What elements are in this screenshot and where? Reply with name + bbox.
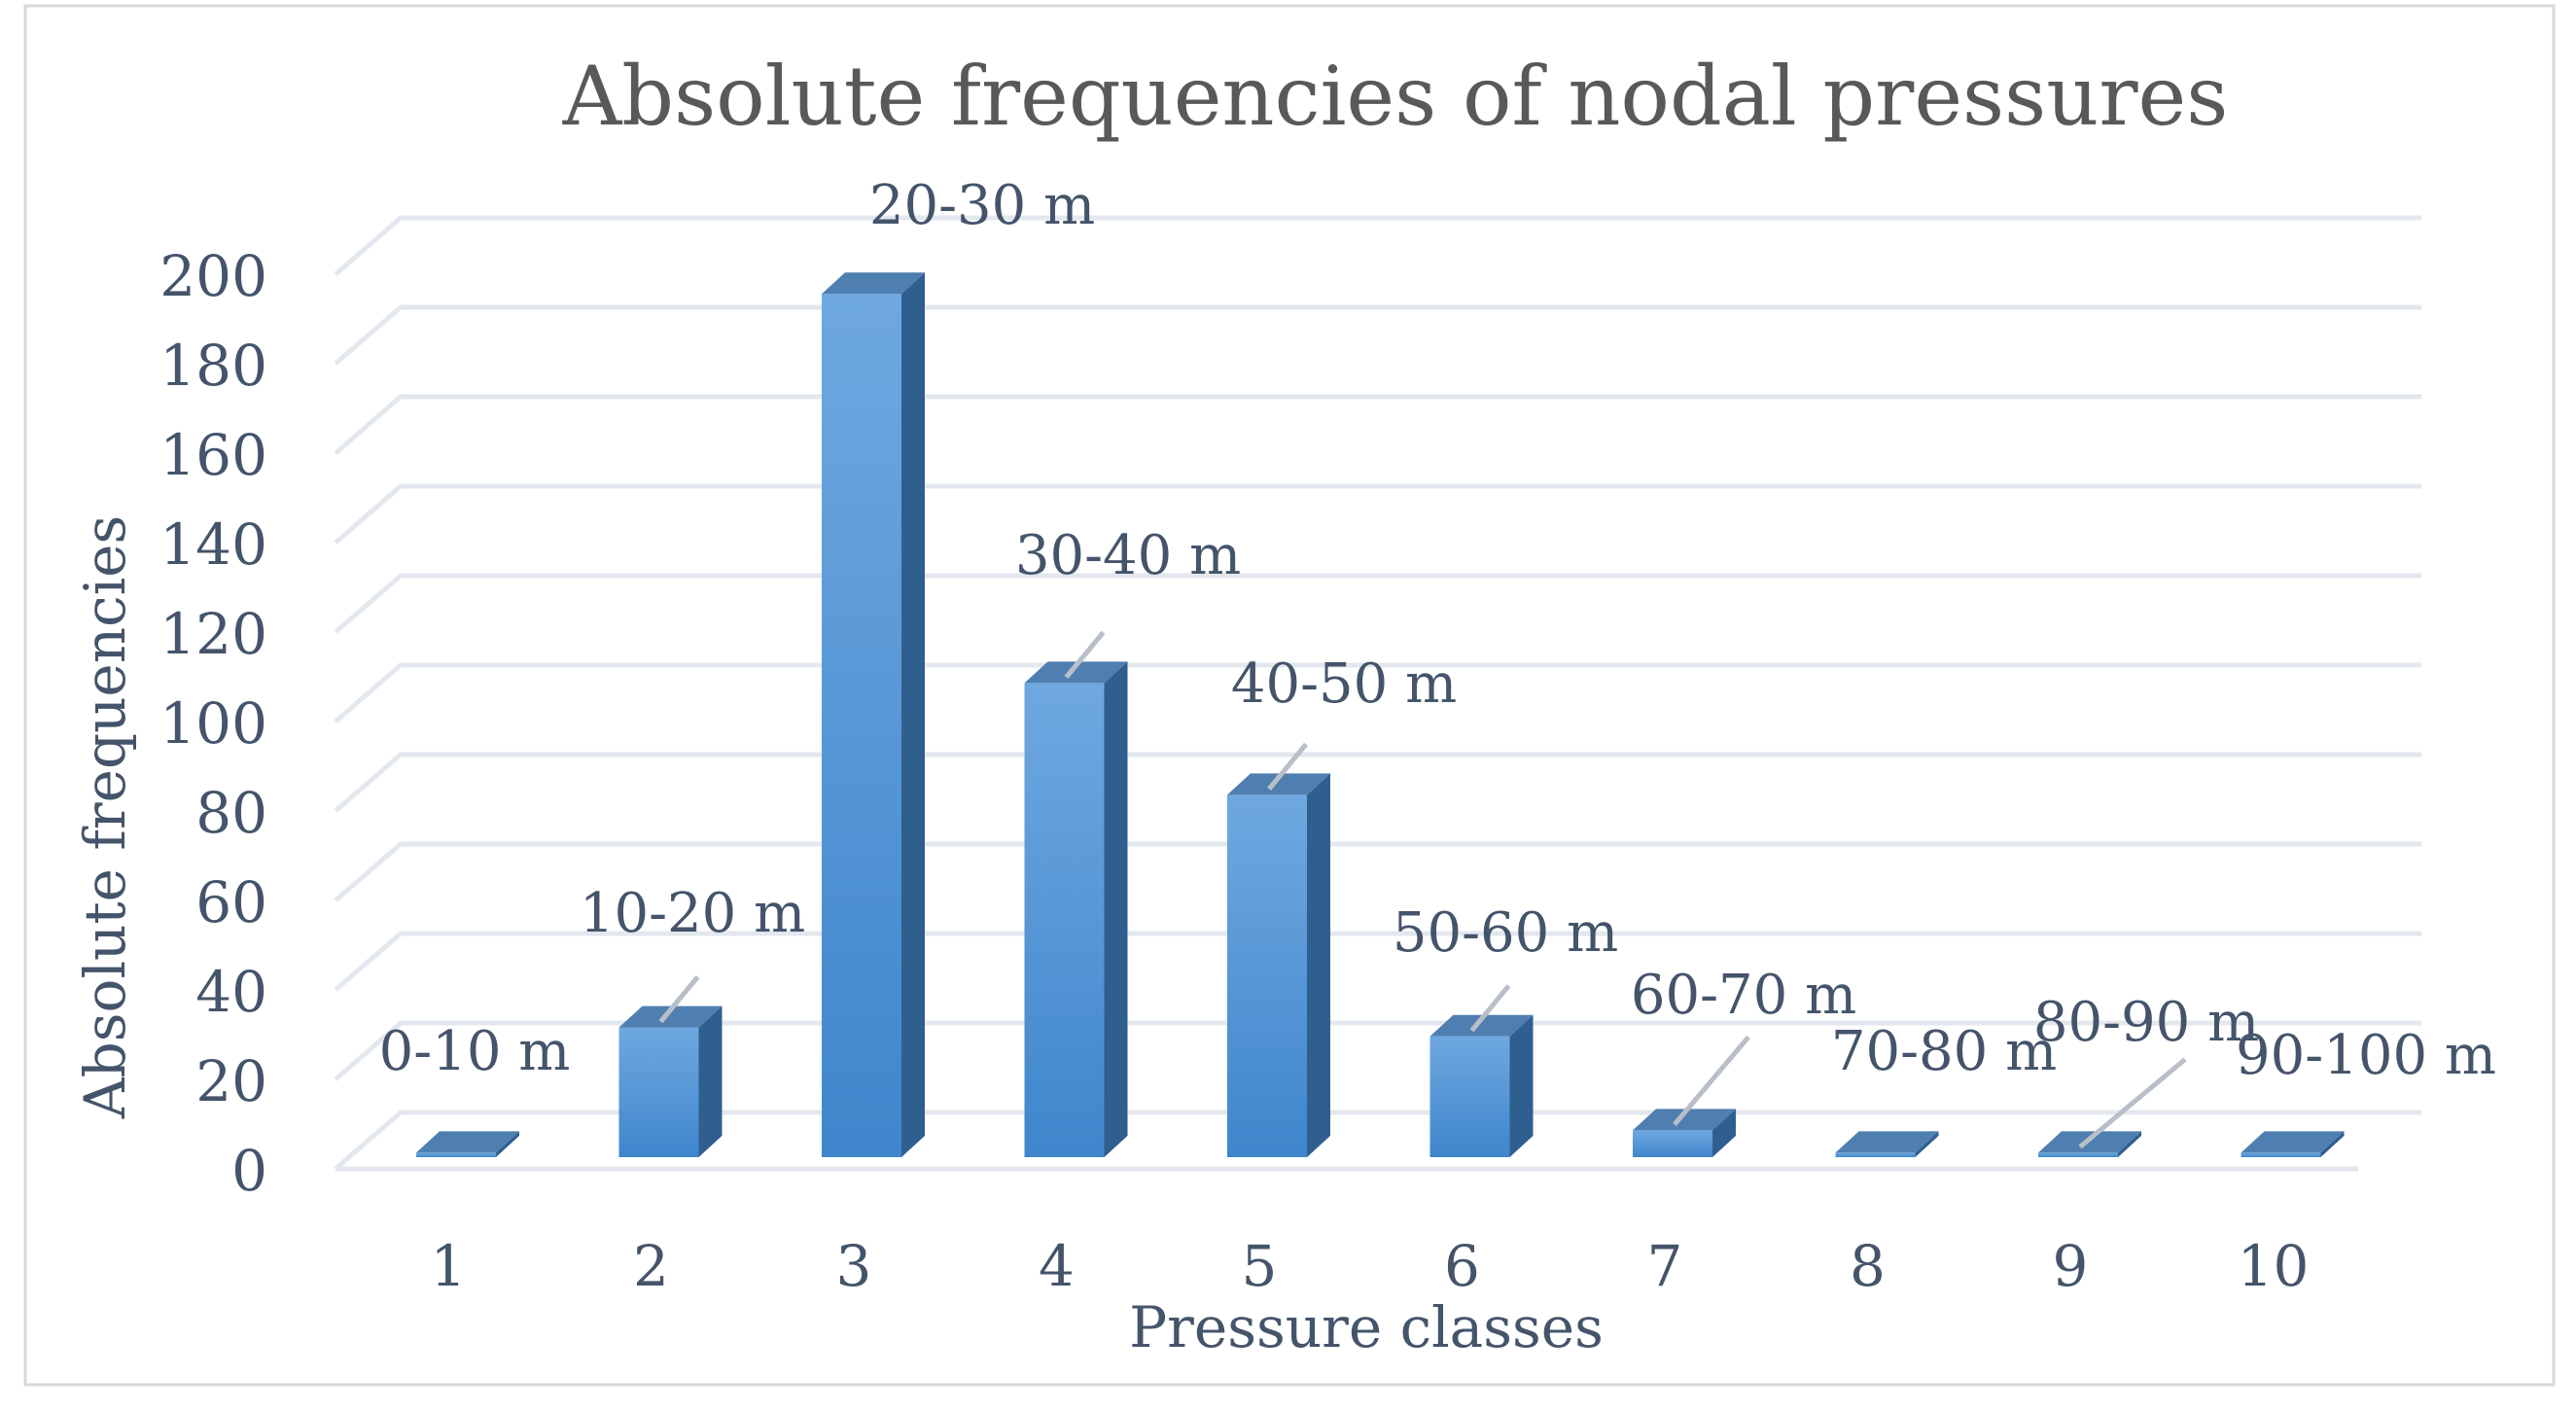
data-label: 50-60 m — [1393, 901, 1618, 965]
bar-side — [1712, 1109, 1736, 1157]
data-label: 0-10 m — [379, 1020, 571, 1083]
bar-side — [496, 1131, 519, 1157]
bar-side — [901, 272, 925, 1157]
data-label: 60-70 m — [1631, 964, 1856, 1027]
bar-front — [1835, 1152, 1916, 1157]
data-label: 90-100 m — [2236, 1024, 2496, 1087]
gridline — [334, 304, 2421, 366]
bar — [2038, 1131, 2141, 1157]
bar-top — [2038, 1131, 2141, 1153]
y-tick-label: 60 — [195, 869, 267, 935]
x-axis-label: Pressure classes — [1129, 1294, 1604, 1360]
bar-side — [1307, 773, 1330, 1157]
x-tick-label: 3 — [836, 1233, 872, 1299]
gridline — [334, 931, 2421, 992]
y-tick-label: 160 — [159, 422, 267, 488]
bar-side — [1104, 661, 1128, 1157]
bars — [416, 272, 2345, 1157]
x-tick-label: 5 — [1242, 1233, 1278, 1299]
y-tick-label: 100 — [159, 690, 267, 757]
y-tick-label: 140 — [159, 511, 267, 578]
bar-front — [1227, 794, 1307, 1157]
bar-top — [1227, 773, 1330, 795]
gridline — [334, 752, 2421, 813]
bar-front — [416, 1152, 496, 1157]
bar-front — [2241, 1152, 2321, 1157]
bar-front — [1429, 1036, 1510, 1157]
gridline — [334, 215, 2421, 276]
chart-title: Absolute frequencies of nodal pressures — [562, 49, 2229, 144]
bar-top — [416, 1131, 519, 1153]
bar-top — [1024, 661, 1128, 684]
data-label: 30-40 m — [1015, 524, 1241, 587]
bar-side — [1915, 1131, 1939, 1157]
data-label: 40-50 m — [1231, 652, 1457, 716]
bar — [1227, 773, 1330, 1157]
bar-front — [2038, 1152, 2118, 1157]
y-tick-label: 180 — [159, 333, 267, 399]
gridline — [334, 841, 2421, 902]
bar-side — [1509, 1014, 1534, 1157]
bar-top — [618, 1005, 723, 1028]
gridline — [334, 1020, 2421, 1081]
leader-line — [1064, 630, 1106, 679]
leader-line — [1673, 1035, 1750, 1127]
data-labels: 0-10 m 10-20 m 20-30 m 30-40 m 40-50 m 50-60 … — [379, 174, 2496, 1149]
bar — [416, 1131, 519, 1157]
bar — [1633, 1109, 1736, 1157]
gridline — [334, 394, 2421, 455]
data-label: 70-80 m — [1831, 1020, 2057, 1083]
bar-side — [698, 1005, 723, 1157]
y-tick-label: 40 — [195, 959, 267, 1025]
bar-top — [1633, 1109, 1736, 1131]
x-tick-label: 8 — [1850, 1233, 1886, 1299]
bar-front — [1633, 1130, 1712, 1157]
bar-top — [2241, 1131, 2345, 1153]
bar-front — [1024, 683, 1105, 1157]
leader-line — [2078, 1057, 2187, 1149]
bar — [822, 272, 925, 1157]
x-axis-ticks: 1 2 3 4 5 6 7 8 9 10 — [431, 1233, 2310, 1299]
y-tick-label: 0 — [231, 1138, 267, 1204]
gridline — [334, 1110, 2421, 1171]
data-label: 20-30 m — [869, 174, 1095, 237]
x-tick-label: 1 — [431, 1233, 467, 1299]
bar — [618, 1005, 723, 1157]
gridline — [334, 483, 2421, 545]
x-tick-label: 9 — [2053, 1233, 2089, 1299]
bar — [1429, 1014, 1534, 1157]
bar-top — [822, 272, 925, 295]
data-label: 10-20 m — [580, 882, 805, 945]
x-tick-label: 4 — [1039, 1233, 1075, 1299]
gridline — [334, 662, 2421, 723]
y-tick-label: 20 — [195, 1048, 267, 1114]
y-axis-label: Absolute frequencies — [72, 515, 138, 1119]
bar-top — [1429, 1014, 1534, 1037]
x-tick-label: 6 — [1444, 1233, 1480, 1299]
x-tick-label: 2 — [633, 1233, 669, 1299]
y-tick-label: 200 — [159, 243, 267, 309]
bar-front — [618, 1027, 699, 1157]
bar-front — [822, 294, 901, 1157]
y-axis-ticks: 0 20 40 60 80 100 120 140 160 180 200 — [159, 243, 267, 1204]
bar — [1835, 1131, 1939, 1157]
y-tick-label: 120 — [159, 601, 267, 667]
bar-side — [2320, 1131, 2345, 1157]
bar-side — [2118, 1131, 2141, 1157]
bar — [1024, 661, 1128, 1157]
bar-top — [1835, 1131, 1939, 1153]
leader-line — [1469, 984, 1511, 1033]
x-tick-label: 10 — [2238, 1233, 2310, 1299]
y-tick-label: 80 — [195, 780, 267, 846]
leader-line — [1267, 742, 1308, 791]
x-tick-label: 7 — [1647, 1233, 1683, 1299]
leader-line — [658, 975, 700, 1024]
gridlines — [334, 215, 2421, 1172]
bar — [2241, 1131, 2345, 1157]
gridline — [334, 573, 2421, 634]
data-label: 80-90 m — [2033, 991, 2259, 1054]
